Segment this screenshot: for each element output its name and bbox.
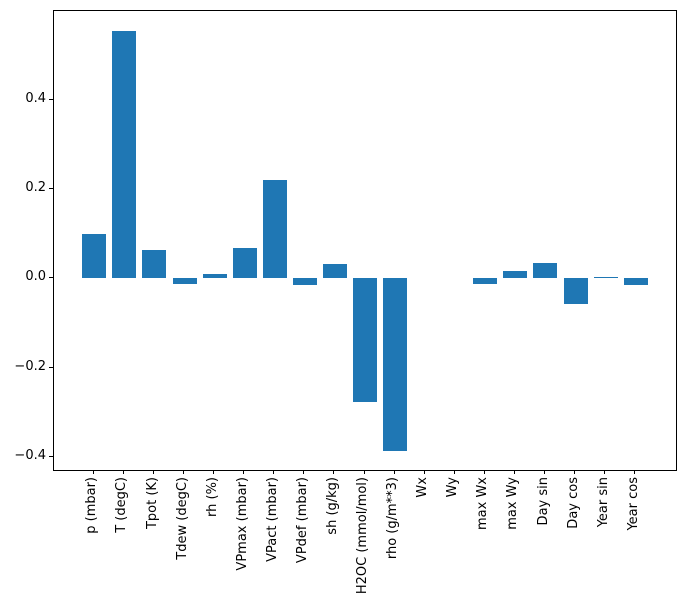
x-tick-label-year-cos: Year cos bbox=[625, 477, 641, 531]
bar-day-cos bbox=[563, 278, 588, 305]
x-tick bbox=[363, 470, 365, 474]
bar-year-cos bbox=[623, 278, 648, 286]
x-tick bbox=[273, 470, 275, 474]
bar-p-mbar bbox=[82, 233, 107, 279]
x-tick bbox=[574, 470, 575, 474]
x-tick bbox=[423, 470, 425, 474]
x-tick bbox=[544, 470, 545, 474]
bar-vpmax-mbar bbox=[232, 248, 257, 279]
bar-sh-g-kg bbox=[322, 263, 347, 279]
bar-h2oc-mmol-mol bbox=[353, 278, 378, 402]
bar-max-wy bbox=[503, 270, 528, 279]
x-tick-label-day-sin: Day sin bbox=[535, 477, 551, 526]
y-tick-label: −0.2 bbox=[14, 358, 46, 374]
x-tick-label-rh: rh (%) bbox=[204, 477, 220, 517]
x-tick bbox=[604, 470, 606, 474]
x-tick-label-vpmax-mbar: VPmax (mbar) bbox=[234, 477, 250, 571]
x-tick-label-tdew-degc: Tdew (degC) bbox=[174, 477, 190, 560]
x-tick bbox=[393, 470, 395, 474]
x-tick-label-h2oc-mmol-mol: H2OC (mmol/mol) bbox=[355, 477, 370, 595]
x-tick-label-vpdef-mbar: VPdef (mbar) bbox=[294, 477, 310, 564]
x-tick bbox=[634, 470, 636, 474]
y-tick-label: 0.2 bbox=[25, 180, 46, 196]
x-tick-label-day-cos: Day cos bbox=[565, 477, 581, 529]
bar-max-wx bbox=[473, 278, 498, 285]
bar-year-sin bbox=[593, 276, 618, 279]
x-tick bbox=[483, 470, 485, 474]
x-tick bbox=[183, 470, 184, 474]
x-tick-label-tpot-k: Tpot (K) bbox=[144, 477, 160, 530]
x-tick bbox=[453, 470, 455, 474]
bar-vpdef-mbar bbox=[292, 278, 317, 286]
y-tick-label: 0.0 bbox=[25, 269, 46, 285]
x-tick-label-year-sin: Year sin bbox=[595, 477, 611, 528]
x-tick-label-t-degc: T (degC) bbox=[114, 477, 130, 533]
y-tick bbox=[49, 277, 53, 279]
x-tick-label-sh-g-kg: sh (g/kg) bbox=[324, 477, 340, 535]
x-tick bbox=[513, 470, 515, 474]
x-tick bbox=[153, 470, 154, 474]
y-tick bbox=[49, 366, 53, 368]
y-tick-label: −0.4 bbox=[14, 447, 46, 463]
bar-tdew-degc bbox=[172, 278, 197, 285]
y-tick bbox=[49, 99, 53, 101]
x-tick bbox=[303, 470, 305, 474]
x-tick-label-vpact-mbar: VPact (mbar) bbox=[264, 477, 280, 562]
bar-tpot-k bbox=[142, 249, 167, 279]
bar-day-sin bbox=[533, 263, 558, 279]
y-tick bbox=[49, 455, 53, 457]
y-tick bbox=[49, 188, 53, 190]
x-tick-label-max-wy: max Wy bbox=[505, 477, 521, 530]
x-tick bbox=[243, 470, 245, 474]
y-tick-label: 0.4 bbox=[25, 91, 46, 107]
x-tick bbox=[213, 470, 215, 474]
x-tick-label-wy: Wy bbox=[445, 477, 461, 498]
x-tick-label-wx: Wx bbox=[415, 477, 431, 498]
bar-rh bbox=[202, 273, 227, 279]
x-tick bbox=[92, 470, 94, 474]
x-tick-label-p-mbar: p (mbar) bbox=[84, 477, 100, 534]
plot-area bbox=[53, 10, 677, 471]
x-tick-label-rho-g-m-3: rho (g/m**3) bbox=[385, 477, 401, 560]
x-tick bbox=[333, 470, 335, 474]
x-tick bbox=[122, 470, 124, 474]
bar-t-degc bbox=[112, 31, 137, 279]
bar-vpact-mbar bbox=[262, 179, 287, 279]
bar-rho-g-m-3 bbox=[383, 278, 408, 451]
x-tick-label-max-wx: max Wx bbox=[475, 477, 491, 531]
